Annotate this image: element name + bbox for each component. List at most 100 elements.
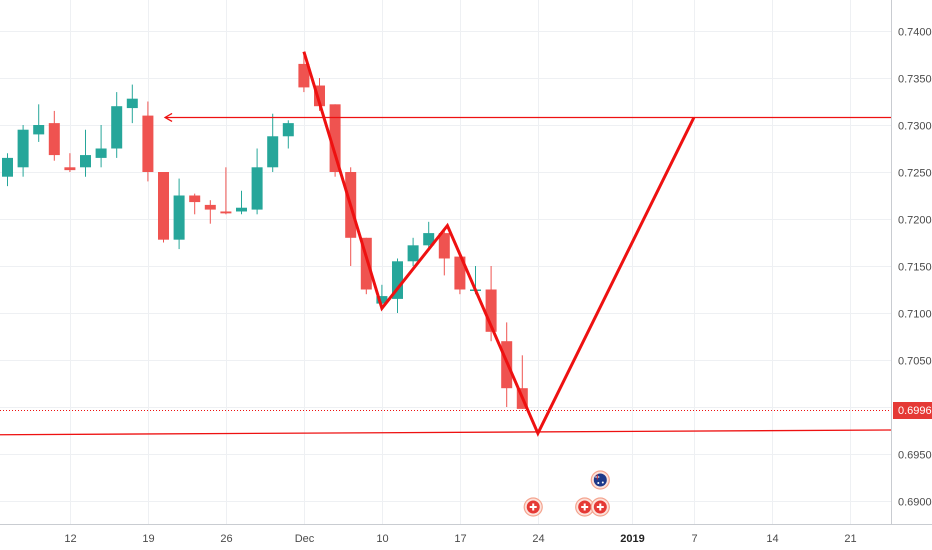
candle-body <box>142 115 154 172</box>
candle <box>33 104 45 142</box>
candle <box>438 230 450 276</box>
time-tick-label: 10 <box>376 533 388 545</box>
drawings[interactable] <box>0 51 892 437</box>
candle <box>392 258 403 313</box>
candle <box>329 104 341 177</box>
candle-body <box>204 204 216 210</box>
candle <box>111 92 123 158</box>
flag-star <box>597 482 600 484</box>
candle <box>267 113 279 172</box>
candle-body <box>64 167 76 171</box>
time-tick-label: 26 <box>220 533 232 545</box>
candle-body <box>423 233 435 246</box>
candle-body <box>48 123 60 156</box>
red-circle-plus-icon[interactable] <box>590 497 610 517</box>
last-price-badge-text: 0.69963 <box>898 405 932 417</box>
candle-body <box>251 167 263 210</box>
candle-body <box>17 129 29 168</box>
candle <box>173 178 185 250</box>
time-tick-label: 19 <box>142 533 154 545</box>
candle <box>204 200 216 224</box>
candle <box>189 193 201 215</box>
time-tick-label: 12 <box>64 533 76 545</box>
candle-body <box>360 237 372 290</box>
candle <box>454 253 466 295</box>
candle <box>282 120 294 149</box>
red-circle-plus-icon[interactable] <box>575 497 595 517</box>
candle-body <box>267 136 279 168</box>
flag-star <box>601 481 604 484</box>
axes <box>0 0 932 525</box>
candle-body <box>314 85 325 107</box>
candle-body <box>220 211 232 214</box>
candle <box>80 129 91 177</box>
candle-body <box>485 289 497 332</box>
candle <box>158 172 169 243</box>
candle-body <box>407 245 419 262</box>
time-axis-labels: 12 19 26 Dec 10 17 24 2019 7 14 21 <box>64 533 856 545</box>
candle-body <box>95 148 107 158</box>
candle-body <box>298 63 310 88</box>
candle-body <box>189 195 201 203</box>
candle-body <box>376 296 388 304</box>
last-price-badge-bg <box>893 402 932 419</box>
candle <box>126 84 138 124</box>
candle-body <box>158 172 169 240</box>
candle-body <box>236 207 247 212</box>
candle-body <box>282 123 294 137</box>
red-circle-plus-icon[interactable] <box>523 497 543 517</box>
candle-body <box>33 125 45 135</box>
australia-flag-icon[interactable] <box>590 470 610 490</box>
time-tick-label: Dec <box>295 533 315 545</box>
support-trend-line[interactable] <box>0 429 892 436</box>
candle-body <box>454 256 466 290</box>
event-markers[interactable] <box>523 470 610 517</box>
flag-field <box>593 473 607 487</box>
candle-body <box>2 157 13 177</box>
candle-body <box>80 155 91 168</box>
price-tick-label: 0.69000 <box>898 497 932 509</box>
grid <box>0 0 891 524</box>
zigzag-projection-line[interactable] <box>302 51 696 437</box>
candle-body <box>392 261 403 299</box>
time-tick-label: 14 <box>766 533 778 545</box>
candle <box>2 153 13 187</box>
time-tick-label: 17 <box>454 533 466 545</box>
time-tick-label: 7 <box>691 533 697 545</box>
candle-body <box>111 106 123 149</box>
candle-body <box>438 233 450 259</box>
candle-body <box>173 195 185 240</box>
resistance-arrow-icon <box>163 112 173 123</box>
time-tick-label: 2019 <box>620 533 644 545</box>
candle <box>236 190 247 215</box>
candle-body <box>126 98 138 109</box>
candle <box>17 125 29 177</box>
candle <box>48 110 60 161</box>
candle <box>220 167 232 215</box>
candle <box>298 54 310 93</box>
candle <box>142 101 154 182</box>
candle <box>251 148 263 215</box>
candle <box>95 125 107 168</box>
candle <box>360 237 372 295</box>
candle <box>64 153 76 172</box>
candle <box>423 221 435 250</box>
last-price-badge: 0.69963 <box>893 402 932 419</box>
candle-body <box>329 104 341 172</box>
candles <box>2 54 528 409</box>
time-tick-label: 21 <box>844 533 856 545</box>
time-tick-label: 24 <box>532 533 544 545</box>
